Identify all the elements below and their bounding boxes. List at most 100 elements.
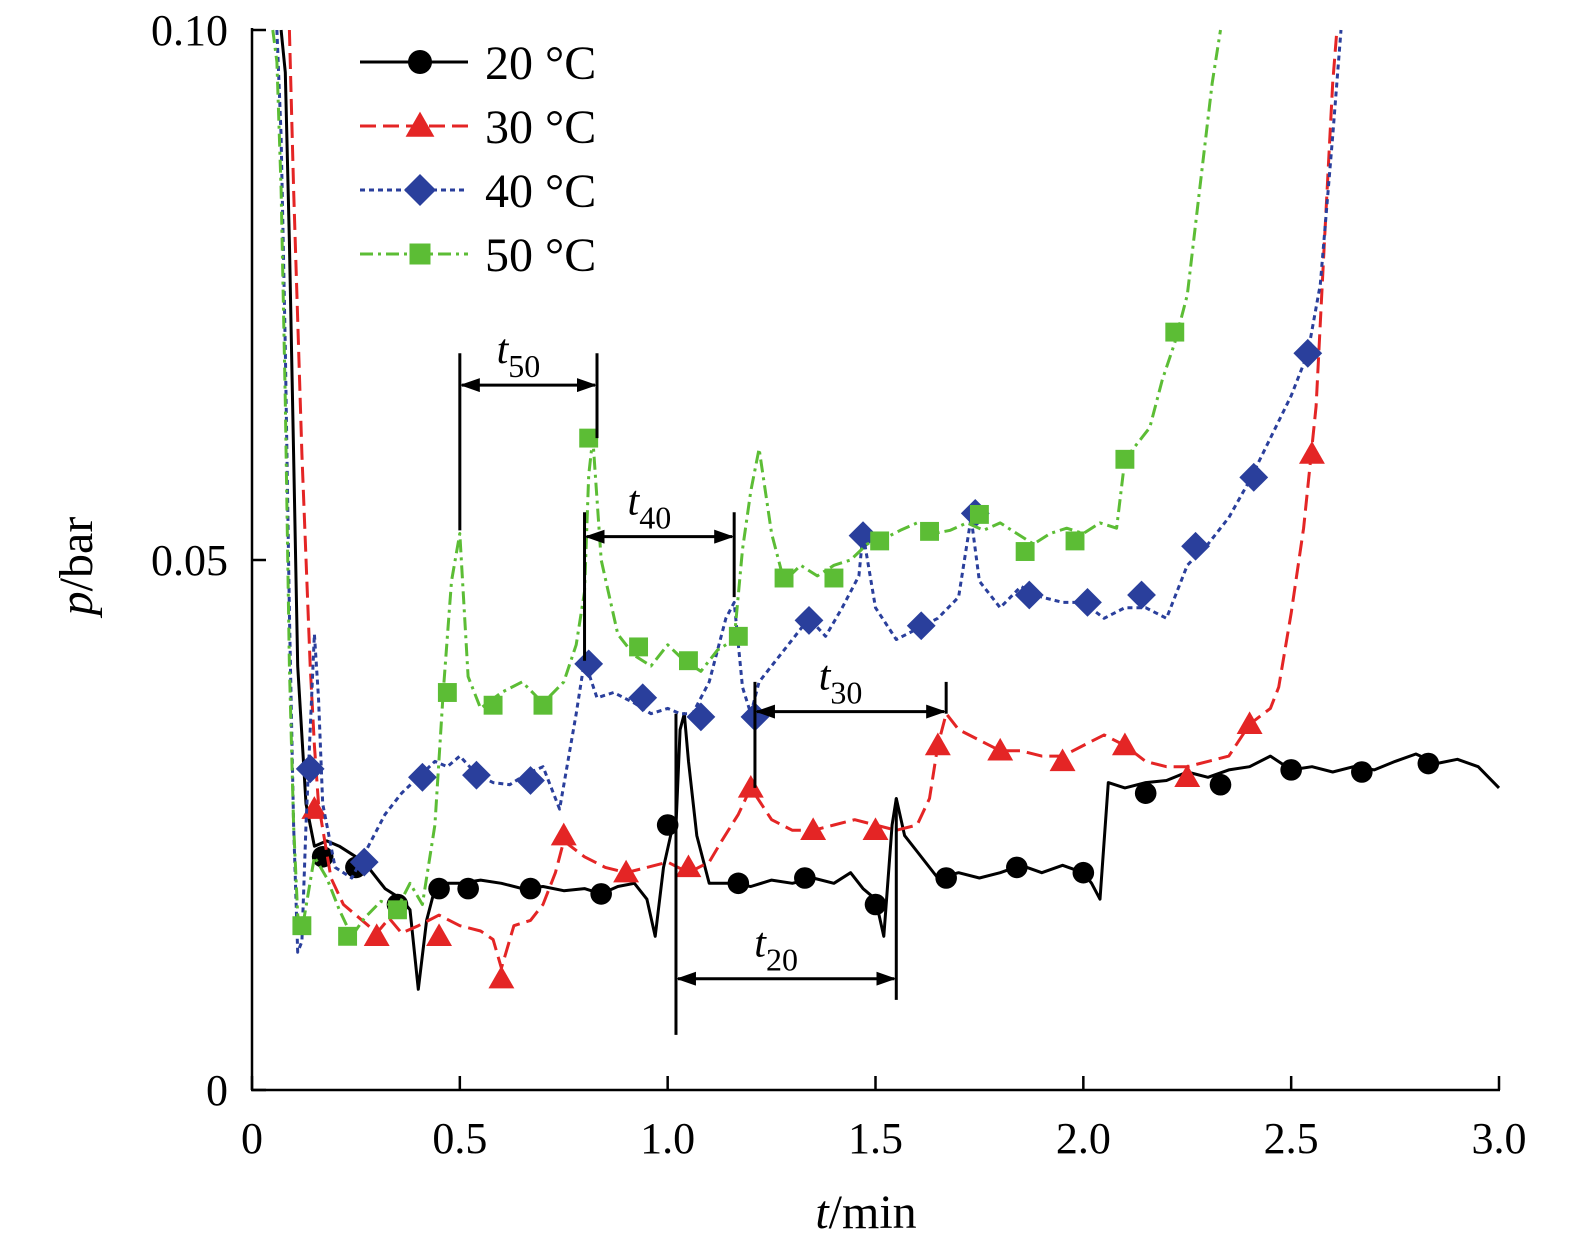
data-point-50-c: [292, 916, 312, 936]
data-point-40-c: [408, 762, 437, 792]
y-axis-unit: /bar: [50, 517, 103, 592]
x-tick-label: 1.0: [640, 1114, 695, 1163]
interval-annotation-t50: t50: [458, 327, 599, 531]
data-point-30-c: [1236, 711, 1263, 735]
data-point-30-c: [363, 923, 390, 947]
data-point-40-c: [686, 702, 716, 732]
interval-label-t30: t30: [819, 654, 863, 711]
legend: 20 °C 30 °C 40 °C 50 °C: [360, 37, 596, 282]
legend-item-40-c: 40 °C: [360, 165, 596, 218]
data-point-40-c: [1073, 588, 1102, 617]
data-point-30-c: [488, 965, 515, 989]
data-point-40-c: [516, 766, 545, 795]
data-point-40-c: [349, 847, 379, 877]
data-point-20-c: [311, 846, 334, 868]
data-point-40-c: [1014, 580, 1044, 610]
x-tick-label: 2.0: [1056, 1114, 1111, 1163]
data-point-50-c: [1115, 449, 1135, 469]
data-point-40-c: [1181, 531, 1210, 561]
data-point-40-c: [295, 754, 325, 784]
data-point-50-c: [774, 568, 794, 588]
data-point-20-c: [428, 877, 450, 900]
data-point-20-c: [1072, 861, 1095, 884]
data-point-40-c: [462, 760, 491, 790]
data-point-20-c: [519, 877, 542, 900]
y-axis-variable: p: [50, 591, 103, 618]
series-line-40-c: [275, 29, 1343, 954]
interval-label-t20: t20: [754, 921, 798, 978]
data-point-40-c: [1293, 338, 1323, 368]
x-tick-label: 0: [241, 1114, 263, 1163]
x-ticks: 0 0.5 1.0 1.5 2.0 2.5 3.0: [241, 1076, 1527, 1163]
data-point-30-c: [862, 817, 889, 841]
data-point-50-c: [969, 504, 989, 524]
data-point-50-c: [1065, 531, 1085, 551]
series-20-c: [279, 29, 1501, 991]
series-50-c: [271, 29, 1222, 946]
data-point-20-c: [457, 877, 479, 900]
legend-marker-20-c: [408, 50, 432, 74]
data-point-20-c: [935, 867, 957, 889]
legend-marker-40-c: [404, 174, 436, 206]
data-point-30-c: [987, 737, 1014, 761]
data-point-20-c: [1351, 761, 1373, 783]
interval-annotation-t20: t20: [674, 713, 898, 1035]
x-tick-label: 1.5: [848, 1114, 903, 1163]
data-point-30-c: [675, 854, 702, 878]
data-point-40-c: [794, 606, 824, 635]
data-point-50-c: [629, 637, 649, 657]
data-point-30-c: [1049, 748, 1076, 772]
x-tick-label: 2.5: [1264, 1114, 1319, 1163]
data-point-20-c: [794, 867, 816, 889]
interval-label-t40: t40: [628, 479, 672, 536]
interval-annotation-t40: t40: [583, 479, 736, 661]
data-point-40-c: [1239, 462, 1269, 492]
legend-label-40-c: 40 °C: [485, 165, 596, 218]
data-point-50-c: [533, 695, 553, 715]
x-tick-label: 3.0: [1472, 1114, 1527, 1163]
data-point-40-c: [574, 649, 604, 679]
interval-label-t50: t50: [497, 327, 541, 384]
series-line-20-c: [279, 29, 1501, 991]
interval-annotation-t30: t30: [753, 654, 948, 788]
data-point-20-c: [1209, 773, 1232, 796]
series-line-30-c: [287, 29, 1339, 970]
series-40-c: [275, 29, 1343, 954]
x-axis-label: t/min: [815, 1186, 916, 1239]
data-point-20-c: [1134, 782, 1157, 804]
legend-label-30-c: 30 °C: [485, 101, 596, 154]
data-point-20-c: [864, 893, 887, 916]
data-point-50-c: [679, 651, 698, 671]
legend-item-50-c: 50 °C: [360, 229, 596, 282]
series-layer: [271, 29, 1501, 991]
y-ticks: 0 0.05 0.10: [151, 6, 266, 1115]
data-point-50-c: [437, 683, 457, 702]
legend-item-30-c: 30 °C: [360, 101, 596, 154]
data-point-20-c: [590, 883, 612, 905]
data-point-50-c: [920, 521, 939, 541]
data-point-20-c: [727, 872, 750, 895]
legend-marker-50-c: [409, 243, 431, 265]
data-point-50-c: [1015, 542, 1035, 561]
data-point-30-c: [800, 817, 827, 841]
x-tick-label: 0.5: [432, 1114, 487, 1163]
data-point-40-c: [1127, 580, 1156, 610]
data-point-50-c: [824, 568, 844, 588]
data-point-30-c: [737, 774, 764, 798]
data-point-50-c: [338, 926, 358, 946]
data-point-40-c: [906, 611, 936, 641]
data-point-30-c: [1111, 732, 1138, 756]
annotation-layer: t50 t40 t30 t20: [458, 327, 948, 1035]
data-point-30-c: [1174, 764, 1201, 788]
data-point-50-c: [1165, 322, 1185, 342]
data-point-30-c: [550, 822, 577, 846]
x-axis-variable: t: [815, 1186, 830, 1239]
data-point-50-c: [870, 531, 890, 551]
data-point-20-c: [1006, 856, 1028, 879]
y-tick-label: 0: [206, 1066, 228, 1115]
data-point-30-c: [426, 923, 453, 947]
legend-item-20-c: 20 °C: [360, 37, 596, 90]
y-axis-label: p/bar: [50, 517, 103, 619]
data-point-30-c: [924, 732, 951, 756]
